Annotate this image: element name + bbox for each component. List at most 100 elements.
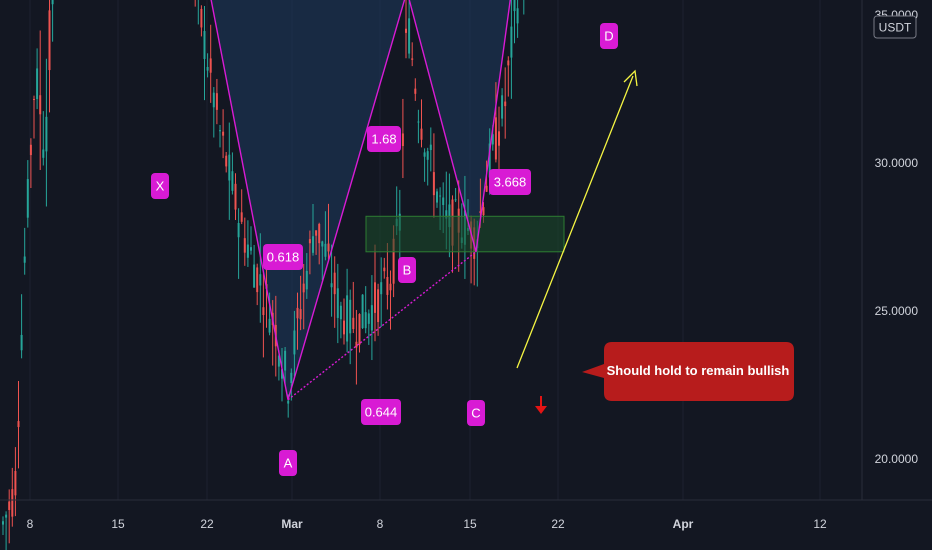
arrows [516, 69, 638, 414]
candle-body [299, 309, 302, 320]
ratio-label-box [263, 244, 303, 270]
candle-body [200, 8, 203, 28]
candle-body [513, 0, 516, 12]
candle-body [26, 179, 29, 218]
point-label-x: X [151, 173, 169, 199]
price-tick-label: 30.0000 [875, 156, 919, 170]
candle-body [355, 341, 358, 348]
ratio-label: 0.644 [361, 399, 401, 425]
candle-body [206, 66, 209, 71]
candle-body [315, 230, 318, 236]
time-tick-label: 22 [551, 517, 565, 531]
candle-body [259, 274, 262, 286]
candle-body [29, 144, 32, 156]
candle-body [498, 131, 500, 146]
point-label-d-box [600, 23, 618, 49]
time-tick-label: 15 [463, 517, 477, 531]
price-tick-label: 25.0000 [875, 304, 919, 318]
price-axis[interactable]: 35.000030.000025.000020.000060.032851.39… [861, 0, 925, 500]
candle-body [256, 267, 259, 293]
candle-body [11, 489, 14, 517]
candle-body [361, 294, 364, 329]
candle-body [346, 295, 349, 342]
point-label-a: A [279, 450, 297, 476]
candle-body [491, 134, 494, 145]
target-arrow-line [516, 75, 634, 369]
ratio-label: 0.618 [263, 244, 303, 270]
candle-body [482, 207, 485, 216]
candle-body [510, 26, 513, 58]
triangle-bcd [409, 0, 511, 252]
candle-body [488, 143, 491, 178]
candle-body [203, 31, 206, 59]
candle-body [516, 8, 519, 24]
candle-body [411, 58, 414, 60]
candle-body [321, 241, 324, 247]
candle-body [287, 400, 290, 404]
time-tick-label: 8 [27, 517, 34, 531]
candle-body [330, 283, 333, 288]
candle-body [408, 18, 411, 54]
point-label-d-text: D [604, 29, 613, 44]
candle-body [39, 95, 42, 115]
candle-body [8, 501, 11, 510]
point-label-c-box [467, 400, 485, 426]
candle-body [234, 183, 237, 210]
candle-body [231, 171, 234, 191]
candle-body [48, 10, 51, 71]
candle-body [442, 197, 445, 205]
candle-body [225, 155, 228, 167]
candle-body [370, 305, 373, 331]
candle-body [5, 514, 8, 518]
candle-body [439, 195, 442, 197]
candle-body [318, 223, 321, 244]
candle-body [405, 28, 407, 33]
candle-body [417, 121, 420, 123]
candle-body [358, 314, 361, 345]
candle-body [380, 282, 383, 295]
candle-body [293, 330, 296, 355]
candle-body [215, 93, 218, 110]
candle-body [42, 149, 45, 158]
point-label-x-text: X [156, 179, 165, 194]
candle-body [479, 211, 482, 214]
candle-body [243, 238, 246, 253]
candle-body [383, 267, 386, 272]
candle-body [429, 144, 432, 151]
candle-body [302, 283, 305, 293]
callout-bubble [582, 342, 794, 401]
candle-body [389, 283, 392, 291]
candle-body [454, 199, 457, 201]
candle-body [20, 334, 23, 351]
harmonic-pattern-lines [210, 0, 511, 401]
candle-body [45, 116, 48, 152]
candle-body [51, 0, 54, 5]
point-label-c: C [467, 400, 485, 426]
candle-body [501, 95, 504, 119]
candle-body [240, 212, 243, 222]
time-tick-label: Apr [673, 517, 694, 531]
support-zone [365, 215, 565, 253]
candle-body [349, 299, 352, 334]
candle-body [352, 317, 355, 330]
support-zone-rect [365, 215, 565, 253]
candle-body [507, 60, 510, 66]
candle-body [414, 88, 417, 94]
candle-body [377, 289, 380, 322]
candle-body [246, 244, 249, 258]
candle-body [219, 130, 221, 132]
candle-body [296, 307, 299, 319]
harmonic-pattern-fill [211, 0, 511, 400]
candle-body [432, 172, 435, 196]
callout-text: Should hold to remain bullish [607, 363, 790, 378]
time-axis[interactable]: 8 15 22 Mar 8 15 22 Apr 12 [0, 499, 932, 531]
candle-body [290, 372, 293, 383]
point-label-c-text: C [471, 406, 480, 421]
candle-body [262, 307, 265, 316]
point-label-x-box [151, 173, 169, 199]
candle-body [305, 270, 308, 290]
candle-body [343, 320, 345, 335]
candle-body [237, 223, 240, 238]
down-arrow-head [535, 406, 547, 414]
